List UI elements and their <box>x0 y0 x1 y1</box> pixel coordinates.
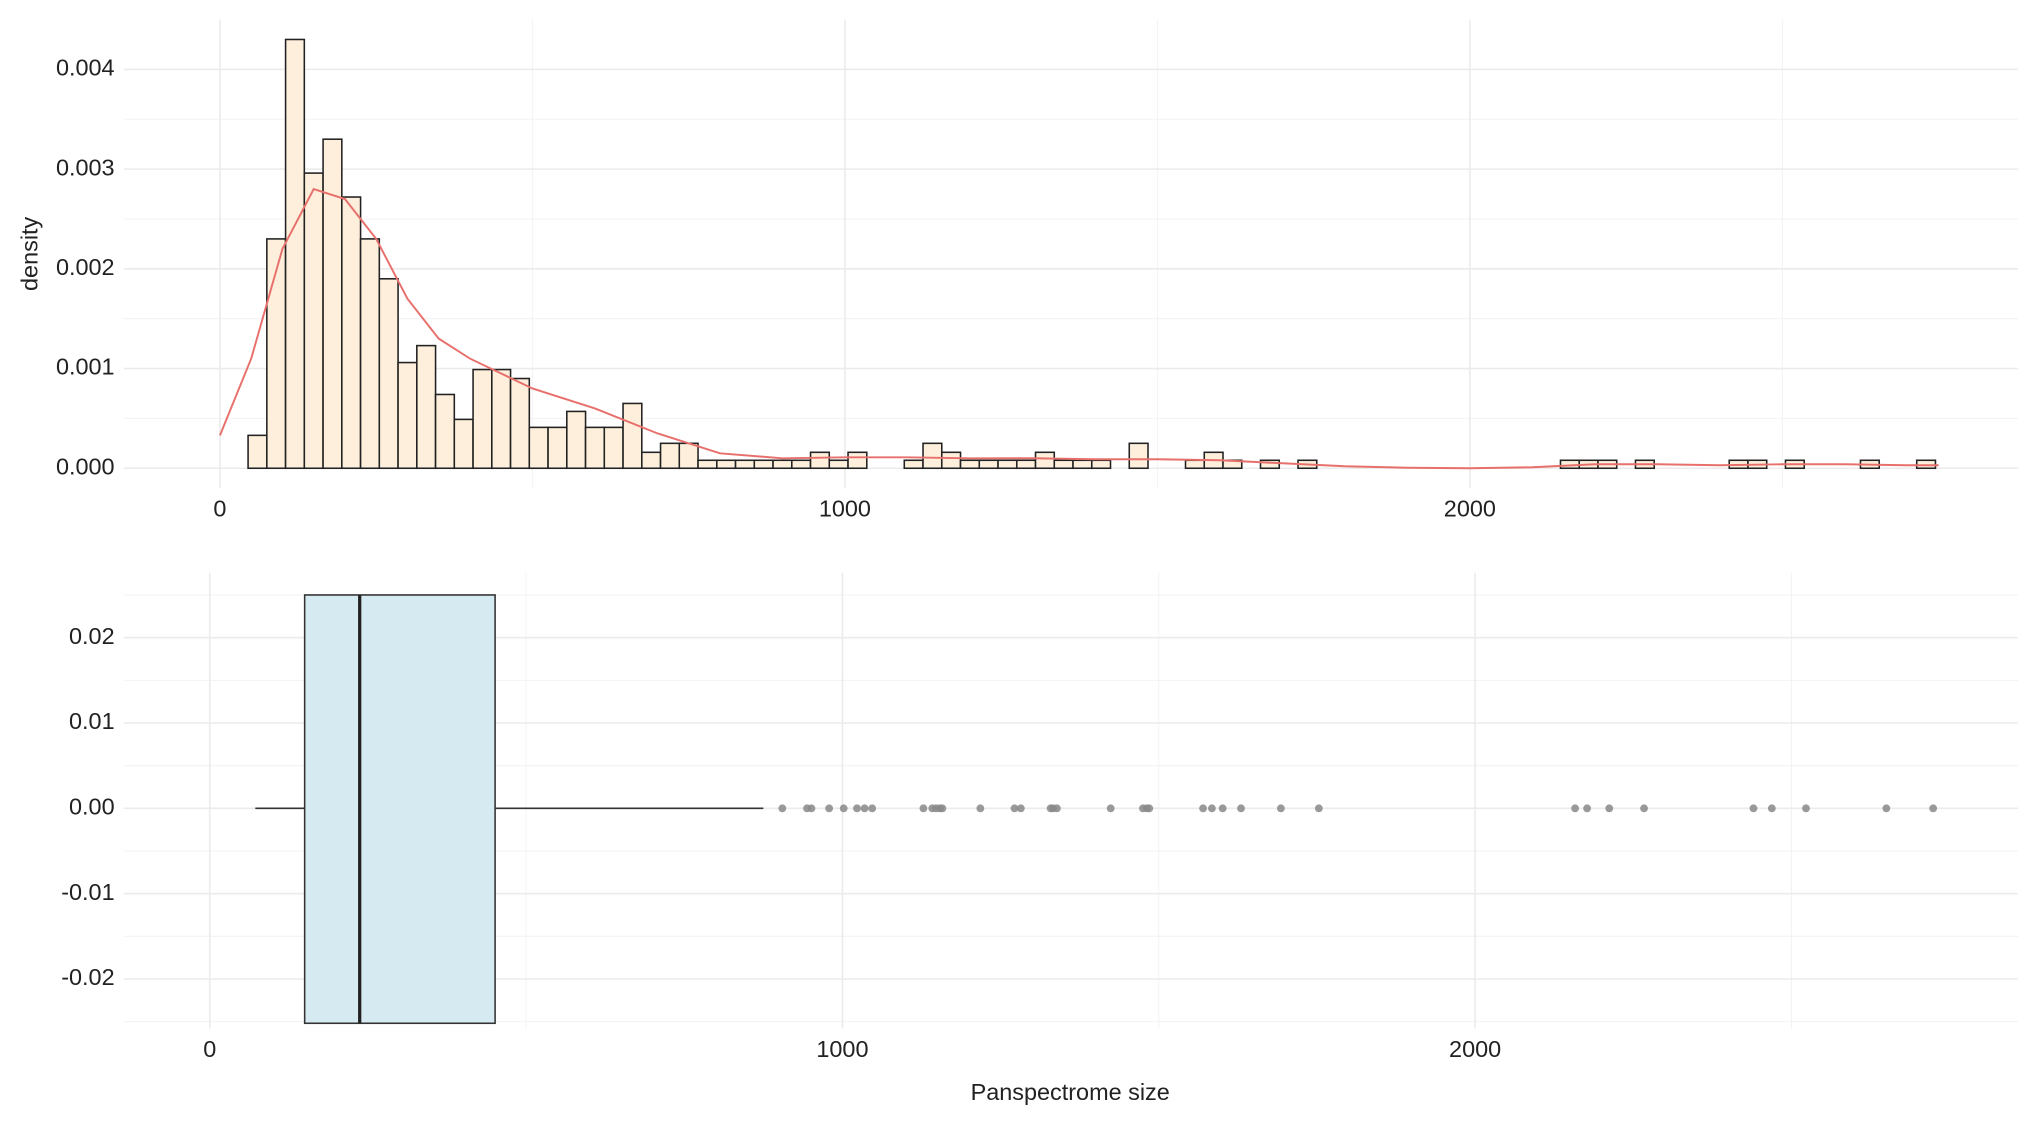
bar <box>847 451 868 470</box>
outlier <box>1016 804 1025 813</box>
outlier <box>1767 804 1776 813</box>
outlier <box>1053 804 1061 813</box>
bar <box>303 172 324 470</box>
bar <box>1053 459 1074 470</box>
bar <box>247 434 268 470</box>
x-axis-label: Panspectrome size <box>971 1079 1170 1105</box>
x-tick-label: 2000 <box>1444 496 1496 522</box>
outlier <box>919 804 928 813</box>
outlier <box>938 804 947 813</box>
outlier <box>1882 804 1891 813</box>
bar <box>734 459 756 470</box>
y-tick-label: 0.001 <box>56 354 115 380</box>
bar <box>397 361 418 470</box>
bar <box>434 393 456 470</box>
outlier <box>1605 804 1614 813</box>
outlier <box>839 804 848 813</box>
bar <box>1184 459 1206 470</box>
y-tick-label: 0.02 <box>69 623 115 649</box>
bar <box>959 459 981 470</box>
bar <box>697 459 718 470</box>
bar <box>753 459 774 470</box>
outlier <box>1929 804 1938 813</box>
outlier <box>853 804 861 813</box>
bar <box>509 377 531 470</box>
x-tick-label: 2000 <box>1449 1036 1501 1062</box>
bar <box>978 459 999 470</box>
bar <box>622 402 643 470</box>
bar <box>997 459 1018 470</box>
bar <box>940 451 962 470</box>
outlier <box>807 804 816 813</box>
outlier <box>1145 804 1154 813</box>
bar <box>547 426 568 470</box>
outlier <box>868 804 877 813</box>
bar <box>584 426 606 470</box>
y-tick-label: 0.00 <box>69 794 115 820</box>
bar <box>528 426 549 470</box>
bar <box>416 344 437 470</box>
bar <box>922 442 943 470</box>
bar <box>791 459 812 470</box>
bar <box>772 459 793 470</box>
y-tick-label: 0.01 <box>69 708 115 734</box>
bar <box>453 418 474 470</box>
outlier <box>1640 804 1648 813</box>
outlier <box>1571 804 1579 813</box>
y-tick-label: 0.003 <box>56 154 115 180</box>
bar <box>659 442 681 470</box>
bar <box>566 410 587 470</box>
bar <box>1128 442 1149 470</box>
bar <box>809 451 831 470</box>
bar <box>341 196 362 470</box>
bar <box>359 238 381 470</box>
density-curve <box>219 187 1939 470</box>
outlier <box>1208 804 1216 813</box>
bar <box>678 442 699 470</box>
outlier <box>1106 804 1115 813</box>
bar <box>378 278 399 470</box>
outlier <box>1010 804 1019 813</box>
bar <box>903 459 924 470</box>
outlier <box>1802 804 1810 813</box>
bar <box>828 459 849 470</box>
outlier <box>860 804 869 813</box>
bar <box>1090 459 1112 470</box>
x-tick-label: 1000 <box>816 1036 868 1062</box>
bar <box>472 368 493 470</box>
outlier <box>1199 804 1207 813</box>
outlier <box>778 804 787 813</box>
outlier <box>1583 804 1591 813</box>
outlier <box>1314 804 1323 813</box>
bar <box>322 138 343 470</box>
y-axis-label: density <box>16 216 42 291</box>
bar <box>1072 459 1093 470</box>
x-tick-label: 1000 <box>819 496 871 522</box>
outlier <box>1749 804 1758 813</box>
bar <box>603 426 624 470</box>
bar <box>1015 459 1037 470</box>
bar <box>284 38 306 470</box>
y-tick-label: 0.004 <box>56 55 115 81</box>
bar <box>716 459 737 470</box>
y-tick-label: -0.02 <box>61 964 114 990</box>
bar <box>1915 459 1937 470</box>
x-tick-label: 0 <box>213 496 226 522</box>
bar <box>491 368 512 470</box>
x-tick-label: 0 <box>203 1036 216 1062</box>
box <box>303 594 496 1025</box>
bar <box>1034 451 1056 470</box>
y-tick-label: 0.002 <box>56 254 115 280</box>
outlier <box>1218 804 1227 813</box>
outlier <box>976 804 985 813</box>
outlier <box>1276 804 1285 813</box>
outlier <box>1237 804 1245 813</box>
y-tick-label: 0.000 <box>56 453 115 479</box>
outlier <box>825 804 834 813</box>
bar <box>641 451 662 470</box>
y-tick-label: -0.01 <box>61 879 114 905</box>
bar <box>1259 459 1281 470</box>
